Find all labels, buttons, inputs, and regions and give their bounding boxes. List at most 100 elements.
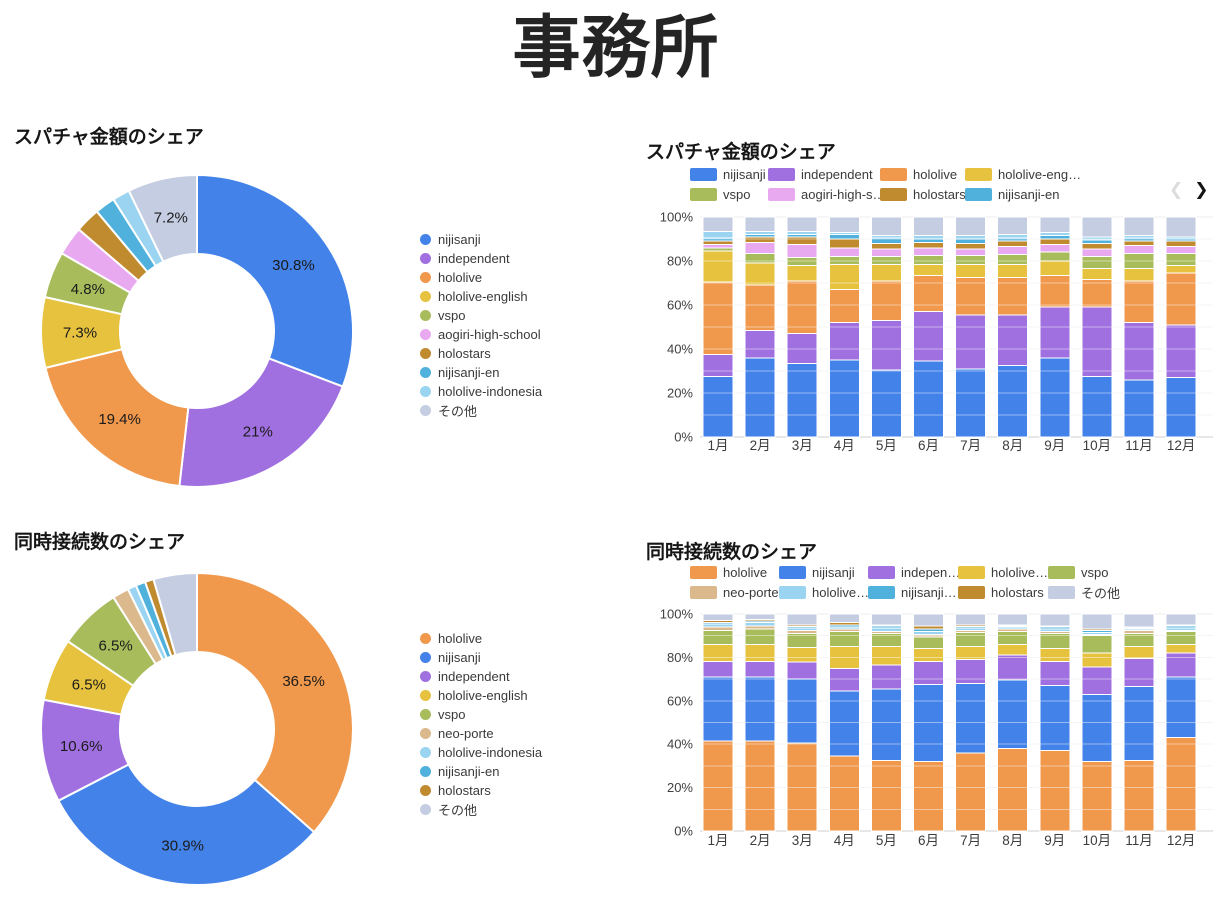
- bar-4月-holostars[interactable]: [828, 238, 860, 249]
- bar-9月-その他[interactable]: [1039, 216, 1071, 233]
- bar-4月-vspo[interactable]: [828, 630, 860, 648]
- bar-2月-hololive[interactable]: [744, 740, 776, 832]
- slice-その他[interactable]: [152, 572, 198, 657]
- bar-12月-hololive[interactable]: [1165, 272, 1197, 326]
- bar-8月-その他[interactable]: [997, 216, 1029, 236]
- bar-2月-その他[interactable]: [744, 613, 776, 620]
- bar-6月-その他[interactable]: [913, 216, 944, 237]
- bar-2月-hololive-english[interactable]: [744, 643, 776, 663]
- bar-1月-hololive[interactable]: [702, 281, 734, 355]
- bar-5月-nijisanji[interactable]: [870, 369, 902, 438]
- bar-6月-その他[interactable]: [913, 613, 944, 627]
- bar-8月-vspo[interactable]: [997, 630, 1029, 645]
- bar-9月-hololive-english[interactable]: [1039, 260, 1071, 276]
- bar-12月-hololive-english[interactable]: [1165, 643, 1197, 654]
- bar-6月-independent[interactable]: [913, 661, 944, 686]
- bar-10月-その他[interactable]: [1081, 613, 1113, 630]
- bar-9月-aogiri-high-school[interactable]: [1039, 244, 1071, 253]
- bar-11月-holostars[interactable]: [1123, 240, 1155, 247]
- bar-7月-nijisanji-en[interactable]: [955, 238, 987, 244]
- bar-4月-independent[interactable]: [828, 667, 860, 692]
- bar-7月-nijisanji[interactable]: [955, 682, 987, 754]
- bar-3月-hololive-english[interactable]: [786, 647, 818, 663]
- bar-8月-hololive-english[interactable]: [997, 263, 1029, 278]
- bar-1月-independent[interactable]: [702, 354, 734, 377]
- bar-12月-independent[interactable]: [1165, 652, 1197, 678]
- bar-9月-nijisanji[interactable]: [1039, 685, 1071, 752]
- bar-10月-hololive[interactable]: [1081, 761, 1113, 832]
- bar-4月-nijisanji[interactable]: [828, 690, 860, 757]
- bar-7月-holostars[interactable]: [955, 242, 987, 250]
- bar-1月-hololive[interactable]: [702, 740, 734, 832]
- bar-9月-hololive[interactable]: [1039, 274, 1071, 308]
- bar-1月-hololive-english[interactable]: [702, 643, 734, 663]
- bar-7月-aogiri-high-school[interactable]: [955, 248, 987, 257]
- bar-12月-independent[interactable]: [1165, 324, 1197, 379]
- bar-8月-independent[interactable]: [997, 314, 1029, 366]
- bar-2月-vspo[interactable]: [744, 628, 776, 645]
- bar-3月-hololive[interactable]: [786, 742, 818, 832]
- bar-4月-independent[interactable]: [828, 322, 860, 361]
- bar-11月-hololive-english[interactable]: [1123, 646, 1155, 659]
- bar-12月-nijisanji[interactable]: [1165, 377, 1197, 438]
- bar-3月-independent[interactable]: [786, 661, 818, 680]
- bar-11月-hololive[interactable]: [1123, 280, 1155, 324]
- bar-7月-hololive[interactable]: [955, 277, 987, 316]
- bar-3月-その他[interactable]: [786, 613, 818, 626]
- bar-10月-holostars[interactable]: [1081, 242, 1113, 250]
- bar-4月-nijisanji-en[interactable]: [828, 234, 860, 240]
- bar-4月-aogiri-high-school[interactable]: [828, 247, 860, 258]
- bar-6月-hololive-english[interactable]: [913, 648, 944, 663]
- bar-9月-hololive-english[interactable]: [1039, 648, 1071, 663]
- bar-1月-その他[interactable]: [702, 613, 734, 622]
- bar-1月-その他[interactable]: [702, 216, 734, 232]
- legend-next-icon[interactable]: ❯: [1194, 180, 1209, 199]
- bar-1月-hololive-english[interactable]: [702, 250, 734, 283]
- bar-12月-nijisanji[interactable]: [1165, 676, 1197, 739]
- bar-5月-hololive[interactable]: [870, 759, 902, 832]
- bar-11月-nijisanji[interactable]: [1123, 379, 1155, 438]
- bar-6月-hololive-english[interactable]: [913, 263, 944, 276]
- bar-7月-その他[interactable]: [955, 613, 987, 626]
- bar-9月-vspo[interactable]: [1039, 251, 1071, 262]
- bar-3月-holostars[interactable]: [786, 236, 818, 245]
- bar-10月-vspo[interactable]: [1081, 635, 1113, 654]
- bar-6月-vspo[interactable]: [913, 255, 944, 265]
- bar-12月-vspo[interactable]: [1165, 630, 1197, 645]
- bar-8月-nijisanji[interactable]: [997, 365, 1029, 438]
- bar-9月-その他[interactable]: [1039, 613, 1071, 627]
- bar-7月-nijisanji[interactable]: [955, 368, 987, 438]
- bar-8月-hololive[interactable]: [997, 748, 1029, 832]
- bar-11月-independent[interactable]: [1123, 657, 1155, 688]
- bar-12月-vspo[interactable]: [1165, 252, 1197, 266]
- bar-9月-holostars[interactable]: [1039, 238, 1071, 245]
- bar-6月-nijisanji[interactable]: [913, 684, 944, 763]
- bar-10月-hololive-english[interactable]: [1081, 268, 1113, 281]
- bar-10月-hololive-english[interactable]: [1081, 652, 1113, 668]
- bar-4月-hololive[interactable]: [828, 755, 860, 832]
- slice-hololive[interactable]: [196, 572, 354, 834]
- bar-5月-hololive-english[interactable]: [870, 263, 902, 282]
- bar-10月-hololive[interactable]: [1081, 279, 1113, 308]
- bar-3月-hololive[interactable]: [786, 280, 818, 335]
- bar-10月-その他[interactable]: [1081, 216, 1113, 238]
- bar-7月-independent[interactable]: [955, 659, 987, 684]
- bar-8月-nijisanji[interactable]: [997, 679, 1029, 750]
- bar-2月-hololive[interactable]: [744, 284, 776, 331]
- bar-3月-independent[interactable]: [786, 333, 818, 364]
- bar-12月-hololive-english[interactable]: [1165, 264, 1197, 274]
- bar-5月-holostars[interactable]: [870, 242, 902, 250]
- bar-11月-その他[interactable]: [1123, 216, 1155, 237]
- bar-5月-independent[interactable]: [870, 319, 902, 371]
- bar-5月-hololive-english[interactable]: [870, 646, 902, 666]
- bar-11月-その他[interactable]: [1123, 613, 1155, 628]
- bar-8月-holostars[interactable]: [997, 240, 1029, 248]
- bar-10月-independent[interactable]: [1081, 666, 1113, 695]
- bar-9月-independent[interactable]: [1039, 661, 1071, 687]
- bar-10月-nijisanji[interactable]: [1081, 376, 1113, 438]
- bar-8月-その他[interactable]: [997, 613, 1029, 626]
- bar-4月-hololive-english[interactable]: [828, 263, 860, 291]
- bar-6月-aogiri-high-school[interactable]: [913, 247, 944, 256]
- bar-11月-aogiri-high-school[interactable]: [1123, 245, 1155, 254]
- bar-10月-vspo[interactable]: [1081, 256, 1113, 270]
